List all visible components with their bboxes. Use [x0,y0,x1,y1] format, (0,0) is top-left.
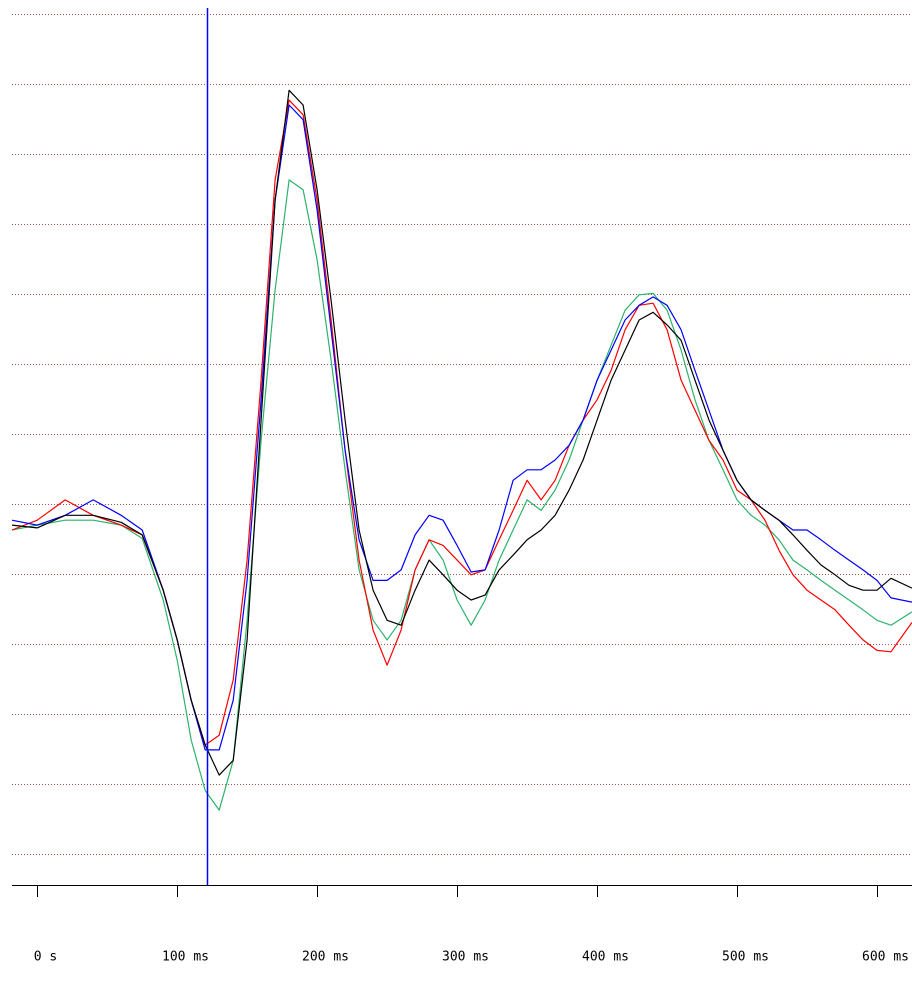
series-line [11,89,912,776]
series-line [11,179,912,811]
x-tick-label: 300 ms [442,950,489,965]
x-tick-label: 0 s [34,950,57,965]
series-line [11,99,912,746]
x-tick-label: 600 ms [862,950,909,965]
x-tick-label: 100 ms [162,950,209,965]
x-tick-label: 400 ms [582,950,629,965]
series-line [11,104,912,751]
x-tick-label: 500 ms [722,950,769,965]
x-tick-label: 200 ms [302,950,349,965]
